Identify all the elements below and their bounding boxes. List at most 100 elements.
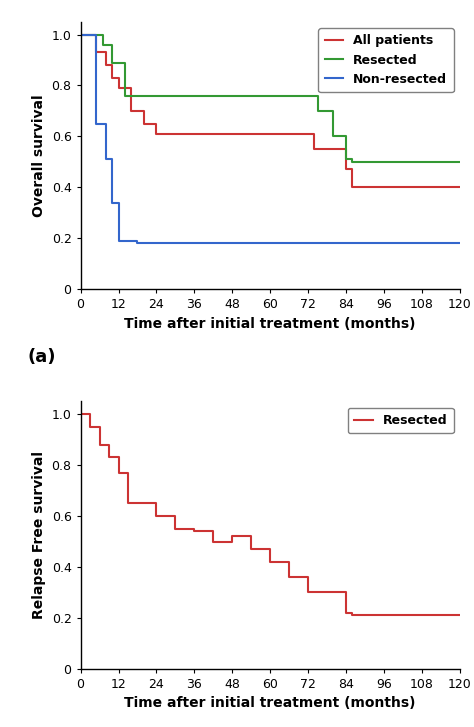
Non-resected [116,198,121,207]
Resected [173,524,178,533]
Resected [305,92,311,100]
Non-resected [122,236,128,245]
Resected [305,588,311,597]
Resected [286,573,292,582]
Line: Resected: Resected [81,35,460,162]
Resected [349,158,355,166]
All patients [311,129,317,138]
Resected [78,31,83,39]
Text: (a): (a) [27,348,56,366]
All patients [109,61,115,70]
Resected [330,132,336,141]
Non-resected [103,119,109,128]
Resected [457,611,463,619]
Legend: All patients, Resected, Non-resected: All patients, Resected, Non-resected [318,28,454,92]
Resected [315,107,320,116]
Y-axis label: Overall survival: Overall survival [32,95,46,217]
Non-resected [109,155,115,164]
Resected [349,611,355,619]
Resected [457,158,463,166]
Resected [106,441,112,449]
Non-resected [128,236,134,245]
Resected [248,532,254,541]
Non-resected [78,31,83,39]
Resected [286,558,292,566]
Legend: Resected: Resected [347,408,454,433]
All patients [343,165,349,174]
Non-resected [93,119,99,128]
Resected [191,524,197,533]
Resected [100,31,106,39]
Non-resected [93,31,99,39]
X-axis label: Time after initial treatment (months): Time after initial treatment (months) [125,317,416,331]
Resected [125,468,131,477]
All patients [349,183,355,192]
Resected [210,537,216,546]
Resected [122,58,128,67]
Resected [154,512,159,521]
Resected [330,107,336,116]
Resected [210,527,216,536]
Resected [267,558,273,566]
Resected [87,422,93,431]
All patients [78,31,83,39]
Resected [305,573,311,582]
Non-resected [103,155,109,164]
All patients [141,119,146,128]
Resected [97,441,102,449]
Resected [78,410,83,419]
Resected [229,532,235,541]
Non-resected [122,236,128,245]
All patients [305,129,311,138]
Resected [97,422,102,431]
All patients [116,73,121,82]
Resected [349,608,355,617]
All patients [128,84,134,92]
All patients [141,107,146,116]
Resected [191,527,197,536]
X-axis label: Time after initial treatment (months): Time after initial treatment (months) [125,696,416,710]
Non-resected [135,239,140,248]
Resected [343,608,349,617]
Resected [87,410,93,419]
All patients [343,145,349,153]
All patients [305,129,311,138]
All patients [103,48,109,57]
Non-resected [457,239,463,248]
Non-resected [109,198,115,207]
All patients [103,61,109,70]
All patients [154,119,159,128]
All patients [93,48,99,57]
Line: Resected: Resected [81,414,460,615]
Y-axis label: Relapse Free survival: Relapse Free survival [32,451,46,619]
Resected [305,92,311,100]
Resected [267,545,273,553]
Line: Non-resected: Non-resected [81,35,460,244]
Resected [100,41,106,49]
Resected [116,453,121,462]
Resected [315,92,320,100]
Resected [154,499,159,507]
Resected [343,155,349,164]
Non-resected [457,239,463,248]
All patients [311,145,317,153]
All patients [128,107,134,116]
Non-resected [128,236,134,245]
Line: All patients: All patients [81,35,460,188]
Resected [343,588,349,597]
All patients [154,129,159,138]
Resected [109,41,115,49]
Resected [457,611,463,619]
Non-resected [135,236,140,245]
All patients [93,31,99,39]
Resected [116,468,121,477]
Resected [173,512,178,521]
All patients [349,165,355,174]
Resected [343,132,349,141]
Resected [122,92,128,100]
Resected [349,155,355,164]
All patients [457,183,463,192]
Resected [109,58,115,67]
All patients [116,84,121,92]
All patients [457,183,463,192]
